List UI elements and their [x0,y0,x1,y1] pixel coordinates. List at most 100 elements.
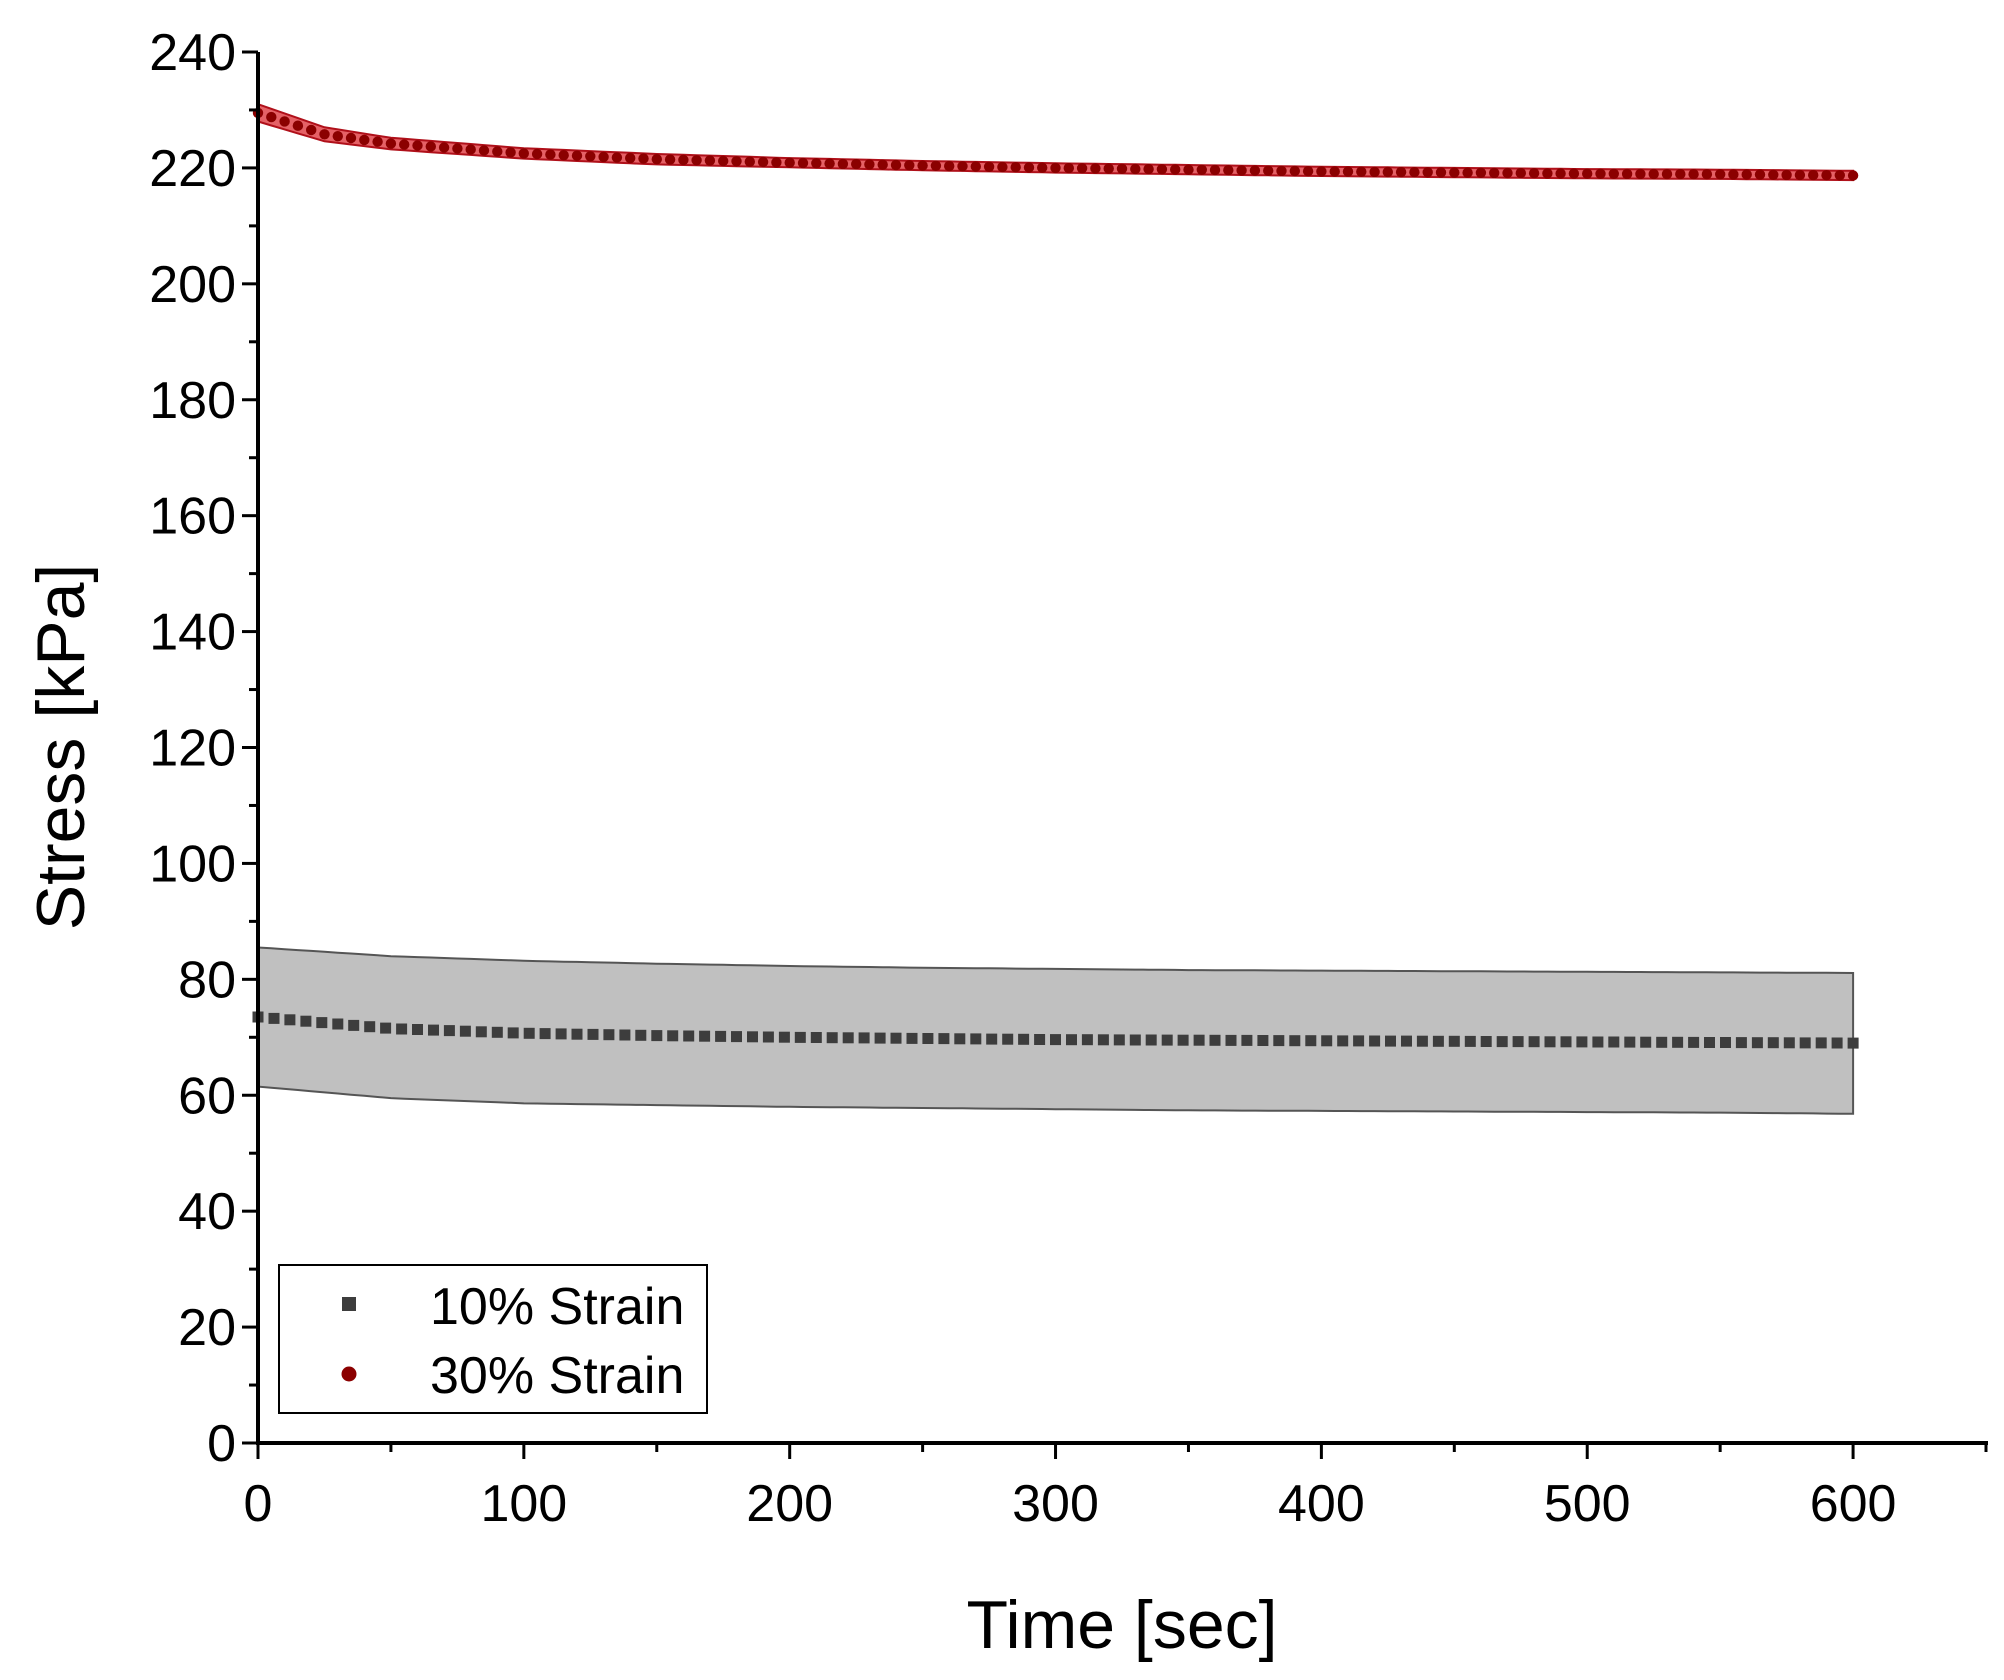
data-point-10-strain [1337,1035,1349,1047]
data-point-30-strain [1223,165,1234,176]
data-point-30-strain [372,136,383,147]
data-point-30-strain [1263,165,1274,176]
data-point-10-strain [1688,1036,1700,1048]
y-tick-label: 0 [207,1415,236,1473]
data-point-10-strain [348,1019,360,1031]
y-tick-label: 200 [149,256,236,314]
data-point-10-strain [1050,1034,1061,1046]
data-point-10-strain [1081,1034,1093,1046]
data-point-10-strain [332,1018,344,1030]
data-point-10-strain [715,1030,727,1042]
data-point-10-strain [667,1030,679,1042]
data-point-10-strain [1608,1036,1620,1048]
data-point-30-strain [1635,168,1646,180]
data-point-10-strain [491,1026,503,1038]
data-point-10-strain [1193,1034,1205,1046]
data-point-30-strain [399,139,410,150]
y-tick-label: 140 [149,604,236,662]
data-point-10-strain [1448,1035,1460,1047]
data-point-10-strain [268,1012,280,1024]
data-point-10-strain [555,1028,567,1040]
legend-label-30-strain: 30% Strain [430,1347,684,1405]
data-point-30-strain [957,161,968,172]
data-point-30-strain [1276,165,1287,177]
data-point-10-strain [1097,1034,1109,1046]
data-point-10-strain [1528,1036,1540,1048]
data-point-30-strain [704,155,716,166]
data-point-30-strain [824,158,835,169]
data-point-10-strain [1066,1034,1077,1046]
data-point-30-strain [1342,166,1354,177]
data-point-30-strain [944,160,955,172]
data-point-30-strain [585,151,596,162]
data-point-10-strain [778,1031,790,1043]
data-point-30-strain [1063,162,1075,174]
y-tick-label: 120 [149,720,236,778]
data-point-30-strain [837,158,849,170]
data-point-10-strain [922,1033,934,1044]
data-point-30-strain [664,154,676,165]
data-point-30-strain [279,116,290,127]
data-point-30-strain [930,160,942,171]
data-point-10-strain [507,1027,519,1039]
data-point-10-strain [651,1030,663,1042]
data-point-30-strain [1648,168,1659,180]
data-point-30-strain [1289,165,1301,177]
data-point-30-strain [571,150,583,161]
data-point-30-strain [1741,169,1752,180]
data-point-10-strain [587,1028,599,1040]
data-point-10-strain [1640,1036,1652,1048]
x-tick-label: 400 [1278,1475,1365,1533]
data-point-30-strain [1382,166,1394,178]
y-tick-label: 220 [149,140,236,198]
data-point-30-strain [1249,165,1261,176]
data-point-10-strain [1321,1035,1333,1047]
data-point-30-strain [864,159,875,170]
data-point-30-strain [1329,166,1340,177]
data-point-30-strain [492,146,503,157]
data-point-10-strain [1544,1036,1556,1048]
data-point-10-strain [1002,1033,1014,1045]
data-point-10-strain [619,1029,631,1041]
data-point-30-strain [638,153,649,164]
legend: 10% Strain 30% Strain [278,1264,708,1414]
data-point-10-strain [1305,1035,1317,1047]
data-point-10-strain [364,1021,376,1033]
data-point-30-strain [1209,164,1221,176]
data-point-10-strain [1034,1034,1046,1045]
data-point-30-strain [1821,170,1832,181]
legend-marker-30-strain [341,1366,357,1382]
y-tick-label: 240 [149,24,236,82]
data-point-30-strain [1502,167,1513,179]
data-point-30-strain [1116,163,1128,174]
data-point-30-strain [531,148,543,160]
data-point-10-strain [1767,1037,1779,1049]
data-point-30-strain [877,159,888,170]
x-tick-label: 100 [480,1475,567,1533]
data-point-10-strain [699,1030,711,1042]
data-point-10-strain [412,1024,423,1035]
data-point-30-strain [851,158,862,170]
data-point-10-strain [1512,1036,1524,1048]
data-point-30-strain [718,155,729,167]
error-bands [257,102,1855,1115]
data-point-30-strain [1808,169,1819,181]
data-point-30-strain [1076,163,1088,174]
data-point-30-strain [1528,168,1540,179]
data-point-30-strain [1582,168,1593,179]
y-axis-title: Stress [kPa] [23,564,99,931]
data-point-10-strain [954,1033,966,1045]
data-point-10-strain [1432,1035,1444,1047]
data-point-30-strain [1023,162,1035,173]
data-point-30-strain [1555,168,1566,179]
data-point-10-strain [906,1032,918,1044]
data-point-30-strain [691,155,702,166]
data-point-30-strain [1542,168,1553,179]
data-point-10-strain [1672,1036,1684,1048]
data-point-30-strain [1050,162,1061,174]
data-point-10-strain [874,1032,886,1044]
data-point-10-strain [1480,1036,1492,1047]
data-point-30-strain [1143,163,1154,175]
x-tick-label: 500 [1544,1475,1631,1533]
